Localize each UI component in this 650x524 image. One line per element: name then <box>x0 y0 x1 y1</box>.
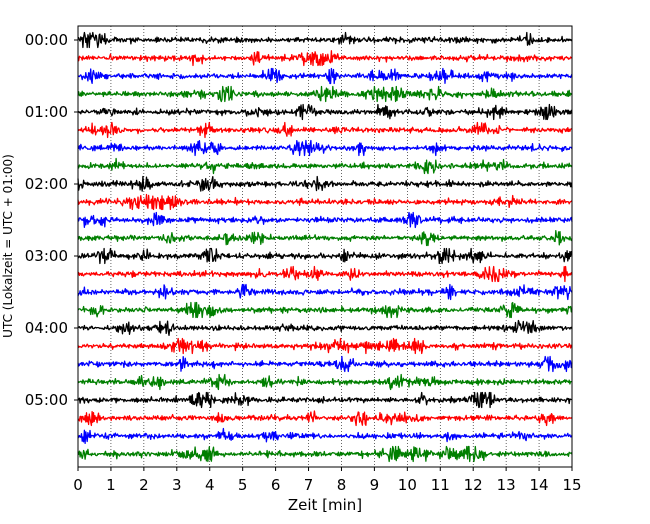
trace-line <box>77 211 573 229</box>
x-tick-label: 4 <box>205 476 215 494</box>
x-tick-label: 11 <box>431 476 450 494</box>
y-tick-label: 01:00 <box>25 103 68 121</box>
trace-line <box>77 121 573 139</box>
trace-line <box>77 427 573 445</box>
x-tick-label: 5 <box>238 476 248 494</box>
trace-line <box>77 50 572 67</box>
trace-line <box>77 139 573 157</box>
x-tick-label: 10 <box>398 476 417 494</box>
trace-line <box>77 230 573 247</box>
trace-line <box>77 175 573 192</box>
y-axis-label: UTC (Lokalzeit = UTC + 01:00) <box>1 154 15 338</box>
trace-line <box>77 103 573 121</box>
trace-line <box>77 337 573 355</box>
trace-line <box>77 31 573 49</box>
y-tick-label: 02:00 <box>25 175 68 193</box>
trace-line <box>77 193 573 211</box>
y-tick-label: 05:00 <box>25 391 68 409</box>
x-tick-layer: 0 1 2 3 4 5 6 7 8 9 10 11 12 13 14 15 <box>73 467 582 494</box>
x-tick-label: 13 <box>497 476 516 494</box>
trace-line <box>77 85 573 103</box>
x-tick-label: 6 <box>271 476 281 494</box>
trace-line <box>77 265 573 283</box>
x-tick-label: 0 <box>73 476 83 494</box>
x-tick-label: 8 <box>337 476 347 494</box>
trace-line <box>77 67 573 85</box>
y-tick-label: 03:00 <box>25 247 68 265</box>
trace-line <box>77 410 573 427</box>
trace-line <box>77 157 573 175</box>
x-axis-label: Zeit [min] <box>288 496 362 514</box>
trace-line <box>77 373 573 391</box>
trace-line <box>77 355 573 373</box>
x-tick-label: 7 <box>304 476 314 494</box>
x-tick-label: 12 <box>464 476 483 494</box>
trace-line <box>78 319 573 337</box>
x-tick-label: 1 <box>106 476 116 494</box>
trace-layer <box>77 31 573 463</box>
plot-frame <box>77 25 573 468</box>
trace-line <box>77 391 573 409</box>
trace-line <box>77 445 573 463</box>
x-tick-label: 3 <box>172 476 182 494</box>
trace-line <box>77 283 573 301</box>
x-tick-label: 9 <box>370 476 380 494</box>
x-tick-label: 15 <box>562 476 581 494</box>
trace-line <box>77 301 573 319</box>
x-tick-label: 14 <box>530 476 549 494</box>
y-tick-label: 00:00 <box>25 31 68 49</box>
y-tick-label: 04:00 <box>25 319 68 337</box>
trace-line <box>77 247 573 265</box>
x-tick-label: 2 <box>139 476 149 494</box>
y-tick-layer: 00:00 01:00 02:00 03:00 04:00 05:00 <box>25 31 78 409</box>
